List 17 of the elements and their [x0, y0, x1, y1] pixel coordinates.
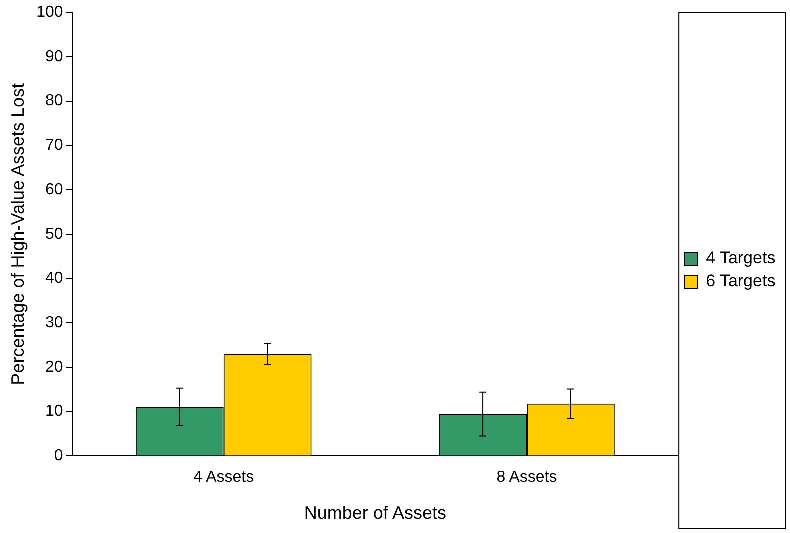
- y-tick-label: 70: [46, 137, 64, 154]
- y-tick-label: 40: [46, 270, 64, 288]
- x-axis-title: Number of Assets: [304, 503, 446, 524]
- y-tick-label: 80: [46, 92, 64, 110]
- x-tick-label: 8 Assets: [496, 469, 558, 486]
- y-tick-label: 30: [46, 314, 64, 332]
- x-tick-label: 4 Assets: [194, 469, 254, 486]
- y-tick-label: 50: [46, 226, 64, 243]
- y-tick-label: 90: [46, 48, 64, 66]
- legend-label: 6 Targets: [706, 272, 776, 291]
- legend-label: 4 Targets: [706, 248, 776, 268]
- y-tick-label: 60: [46, 181, 64, 198]
- y-axis-title: Percentage of High-Value Assets Lost: [8, 83, 28, 386]
- y-tick-label: 10: [46, 403, 64, 420]
- y-tick-label: 20: [46, 358, 64, 376]
- y-tick-label: 100: [36, 4, 64, 22]
- y-tick-label: 0: [54, 448, 64, 465]
